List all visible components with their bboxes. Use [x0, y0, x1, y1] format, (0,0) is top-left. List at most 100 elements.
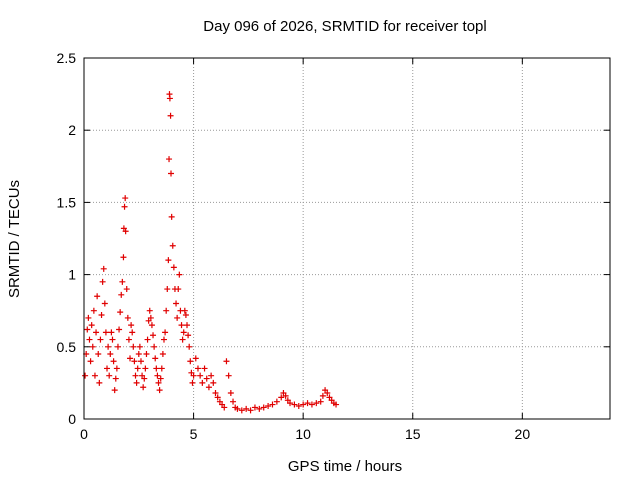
- data-point: [230, 398, 237, 405]
- data-point: [189, 379, 196, 386]
- data-point: [129, 329, 136, 336]
- data-point: [225, 372, 232, 379]
- data-point: [122, 195, 129, 202]
- data-point: [164, 286, 171, 293]
- data-point: [124, 314, 131, 321]
- data-point: [107, 351, 114, 358]
- data-point: [291, 401, 298, 408]
- data-point: [86, 336, 93, 343]
- data-point: [116, 326, 123, 333]
- data-point: [134, 365, 141, 372]
- data-point: [300, 401, 307, 408]
- data-point: [221, 404, 228, 411]
- data-point: [313, 400, 320, 407]
- data-point: [89, 343, 96, 350]
- data-point: [82, 372, 89, 379]
- data-point: [111, 387, 118, 394]
- data-point: [125, 336, 132, 343]
- data-point: [199, 379, 206, 386]
- data-point: [151, 343, 158, 350]
- data-point: [96, 379, 103, 386]
- chart-title: Day 096 of 2026, SRMTID for receiver top…: [203, 18, 486, 35]
- data-point: [94, 293, 101, 300]
- data-point: [333, 401, 340, 408]
- data-point: [181, 307, 188, 314]
- data-point: [123, 286, 130, 293]
- data-point: [118, 291, 125, 298]
- data-point: [210, 379, 217, 386]
- data-point: [130, 343, 137, 350]
- data-point: [205, 384, 212, 391]
- data-point: [90, 307, 97, 314]
- x-tick-label: 15: [405, 426, 421, 442]
- data-point: [85, 314, 92, 321]
- data-point: [308, 401, 315, 408]
- data-point: [87, 358, 94, 365]
- data-point: [131, 358, 138, 365]
- data-point: [203, 375, 210, 382]
- data-point: [113, 365, 120, 372]
- data-point: [166, 156, 173, 163]
- data-point: [324, 390, 331, 397]
- data-point: [140, 384, 147, 391]
- x-tick-label: 20: [515, 426, 531, 442]
- data-point: [238, 407, 245, 414]
- data-point: [84, 326, 91, 333]
- data-point: [109, 336, 116, 343]
- data-point: [185, 332, 192, 339]
- y-tick-label: 2.5: [57, 50, 77, 66]
- data-point: [175, 286, 182, 293]
- data-point: [120, 254, 127, 261]
- data-point: [141, 375, 148, 382]
- data-point: [155, 379, 162, 386]
- data-point: [234, 405, 241, 412]
- data-point: [91, 372, 98, 379]
- data-point: [179, 336, 186, 343]
- data-point: [148, 322, 155, 329]
- data-point: [154, 372, 161, 379]
- y-axis-label: SRMTID / TECUs: [6, 180, 23, 298]
- data-point: [273, 398, 280, 405]
- y-tick-label: 1: [68, 267, 76, 283]
- data-point: [170, 264, 177, 271]
- data-point: [287, 400, 294, 407]
- plot-frame: [83, 57, 611, 420]
- data-point: [256, 405, 263, 412]
- data-point: [106, 372, 113, 379]
- data-point: [156, 387, 163, 394]
- data-point: [201, 365, 208, 372]
- data-point: [142, 365, 149, 372]
- data-point: [212, 390, 219, 397]
- data-point: [133, 379, 140, 386]
- data-point: [119, 278, 126, 285]
- data-point: [127, 355, 134, 362]
- data-point: [153, 365, 160, 372]
- data-point: [95, 351, 102, 358]
- data-point: [260, 404, 267, 411]
- data-point: [180, 329, 187, 336]
- data-point: [168, 170, 175, 177]
- data-point: [117, 309, 124, 316]
- data-point: [214, 394, 221, 401]
- data-point: [98, 312, 105, 319]
- data-point: [163, 307, 170, 314]
- data-point: [105, 343, 112, 350]
- data-point: [122, 228, 129, 235]
- data-point: [144, 336, 151, 343]
- data-point: [168, 213, 175, 220]
- data-point: [166, 95, 173, 102]
- data-point: [101, 300, 108, 307]
- data-point: [162, 329, 169, 336]
- data-point: [165, 257, 172, 264]
- data-point: [197, 372, 204, 379]
- data-point: [208, 372, 215, 379]
- data-point: [176, 271, 183, 278]
- x-tick-label: 10: [295, 426, 311, 442]
- data-point: [93, 329, 100, 336]
- x-tick-label: 5: [190, 426, 198, 442]
- data-point: [278, 394, 285, 401]
- data-point: [104, 365, 111, 372]
- data-points: [82, 91, 340, 414]
